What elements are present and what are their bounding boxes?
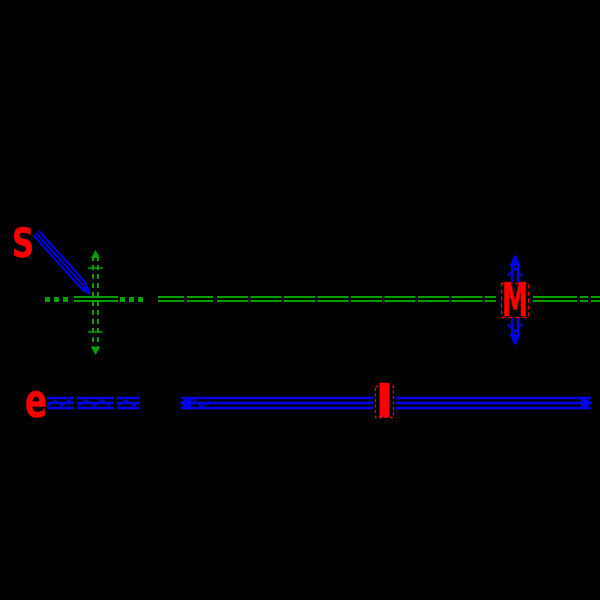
m-down-arrow-head-icon — [509, 334, 521, 346]
m-down-arrow-shaft — [511, 318, 519, 336]
label-l: l — [377, 377, 391, 426]
cross-up-tip-icon — [91, 250, 100, 258]
label-m-outline — [500, 282, 530, 319]
length-arrow-left-head-icon — [179, 396, 191, 410]
cross-down-tip-icon — [91, 347, 100, 355]
s-arrow-head-icon — [80, 283, 91, 295]
m-up-arrow-shaft — [511, 264, 519, 282]
m-down-arrow-chevron-icon — [507, 323, 523, 334]
lead-dash-segment — [77, 396, 114, 410]
length-arrow-shaft-right — [396, 396, 591, 410]
m-up-arrow-head-icon — [509, 254, 521, 266]
lead-dash-squiggle — [77, 399, 111, 407]
label-e: e — [25, 374, 47, 428]
s-arrow-triple-shaft — [32, 230, 88, 289]
length-annotation: e l — [25, 374, 593, 428]
lead-dash-segment — [117, 396, 140, 410]
cross-tick-marks — [88, 267, 103, 333]
label-s: S — [12, 221, 34, 267]
length-arrow-right-head-icon — [581, 396, 593, 410]
lead-dash-squiggle — [117, 399, 140, 407]
label-m: M — [502, 273, 528, 327]
m-point-annotation: M — [500, 254, 530, 346]
label-l-outline — [374, 385, 395, 419]
length-arrow-shaft-left — [181, 396, 373, 410]
horizontal-dashed-axis — [45, 296, 600, 302]
s-point-annotation: S — [12, 221, 103, 355]
m-up-arrow-chevron-icon — [507, 266, 523, 277]
lead-dash-squiggle — [47, 399, 75, 407]
